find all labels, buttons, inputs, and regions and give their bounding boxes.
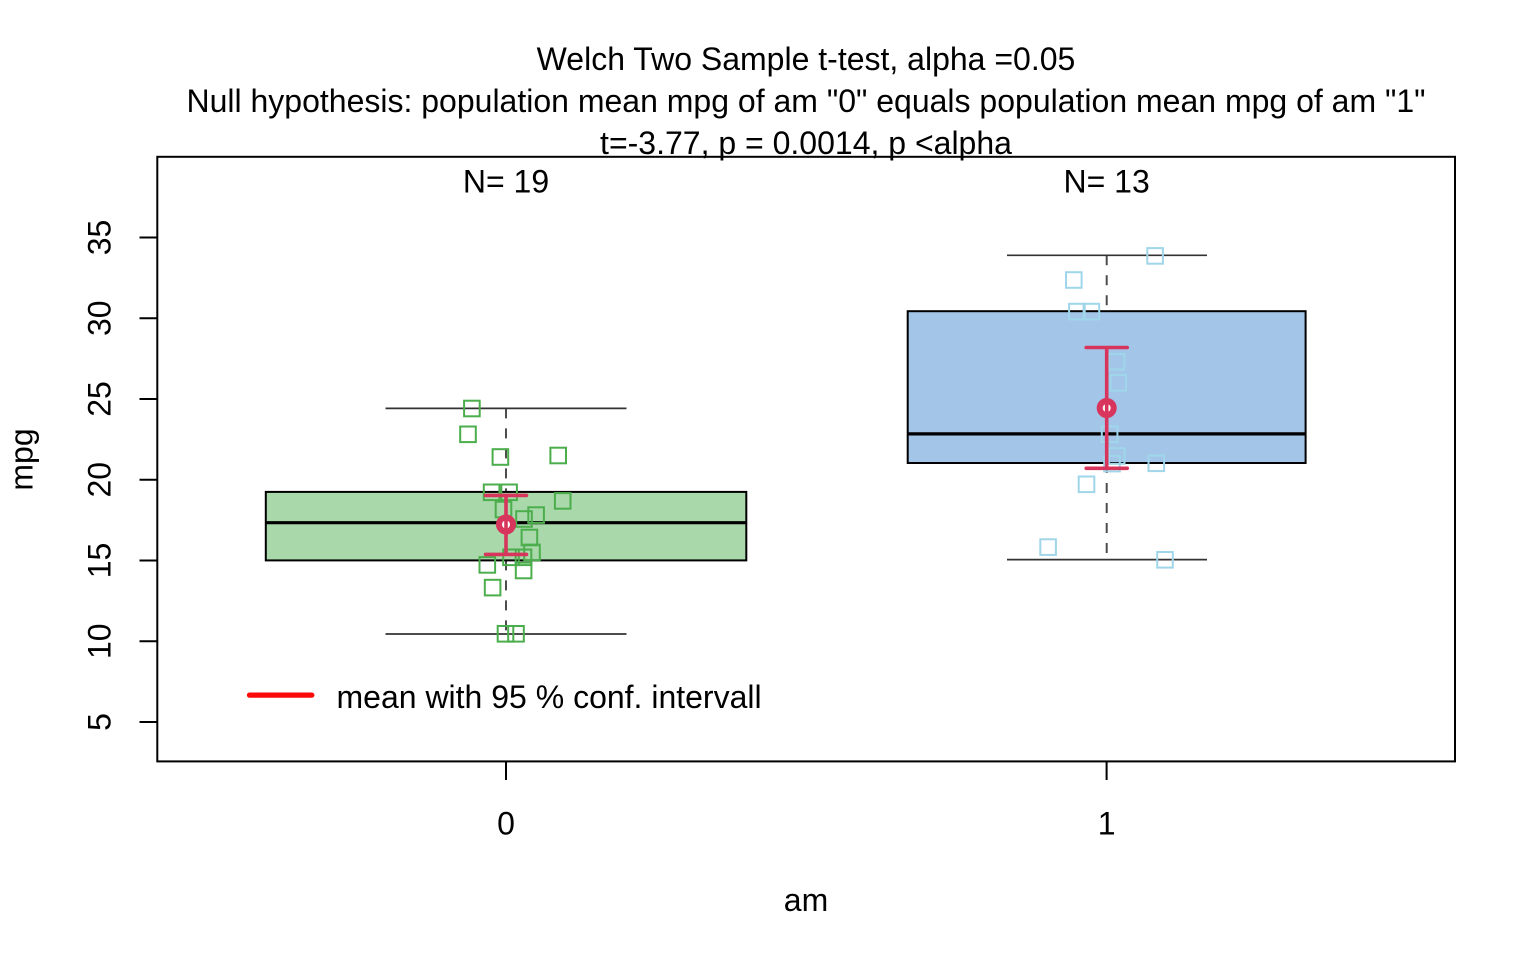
svg-text:Welch Two Sample t-test, alpha: Welch Two Sample t-test, alpha =0.05 <box>537 41 1076 77</box>
svg-text:25: 25 <box>82 381 118 417</box>
svg-text:t=-3.77, p = 0.0014, p <alpha: t=-3.77, p = 0.0014, p <alpha <box>600 125 1012 161</box>
svg-text:mpg: mpg <box>3 428 39 490</box>
svg-text:30: 30 <box>82 300 118 336</box>
svg-text:1: 1 <box>1098 806 1116 842</box>
svg-text:10: 10 <box>82 623 118 659</box>
svg-text:0: 0 <box>497 806 515 842</box>
svg-text:N= 13: N= 13 <box>1063 164 1149 200</box>
svg-text:mean with 95 % conf. intervall: mean with 95 % conf. intervall <box>337 679 762 715</box>
svg-text:20: 20 <box>82 462 118 498</box>
svg-text:am: am <box>784 882 828 918</box>
svg-text:5: 5 <box>82 713 118 731</box>
svg-text:Null hypothesis: population me: Null hypothesis: population mean mpg of … <box>186 83 1425 119</box>
svg-text:35: 35 <box>82 220 118 256</box>
svg-text:15: 15 <box>82 543 118 579</box>
svg-text:N= 19: N= 19 <box>463 164 549 200</box>
